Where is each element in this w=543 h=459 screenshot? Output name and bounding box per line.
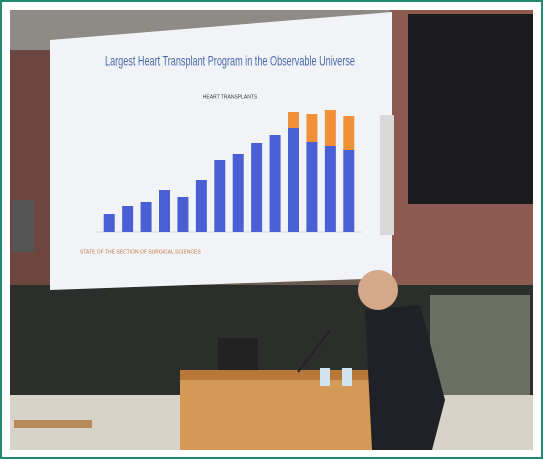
bar [306, 114, 317, 142]
bar [251, 143, 262, 232]
bar [343, 116, 354, 150]
podium [180, 370, 400, 450]
speaker-box [12, 200, 34, 252]
laptop [218, 338, 258, 370]
slide-subtitle: HEART TRANSPLANTS [203, 94, 258, 100]
audience-screen [430, 295, 530, 395]
bar [141, 202, 152, 232]
bar [104, 214, 115, 232]
podium-top [180, 370, 400, 380]
bar [325, 146, 336, 232]
speaker-head [358, 270, 398, 310]
bar [177, 197, 188, 232]
bar [288, 112, 299, 128]
photo: Largest Heart Transplant Program in the … [0, 0, 543, 459]
left-wall [10, 50, 55, 290]
water-bottle [320, 368, 330, 386]
bar [325, 110, 336, 146]
bar [214, 160, 225, 232]
water-bottle [342, 368, 352, 386]
bar [196, 180, 207, 232]
slide-title: Largest Heart Transplant Program in the … [105, 53, 355, 69]
table [14, 420, 92, 428]
monitor [408, 14, 533, 204]
bar [343, 150, 354, 232]
bar [159, 190, 170, 232]
bar [233, 154, 244, 232]
bar [306, 142, 317, 232]
bar [270, 135, 281, 232]
screen-edge [380, 115, 394, 235]
bar [122, 206, 133, 232]
slide-footer: STATE OF THE SECTION OF SURGICAL SCIENCE… [80, 249, 201, 255]
bar [288, 128, 299, 232]
